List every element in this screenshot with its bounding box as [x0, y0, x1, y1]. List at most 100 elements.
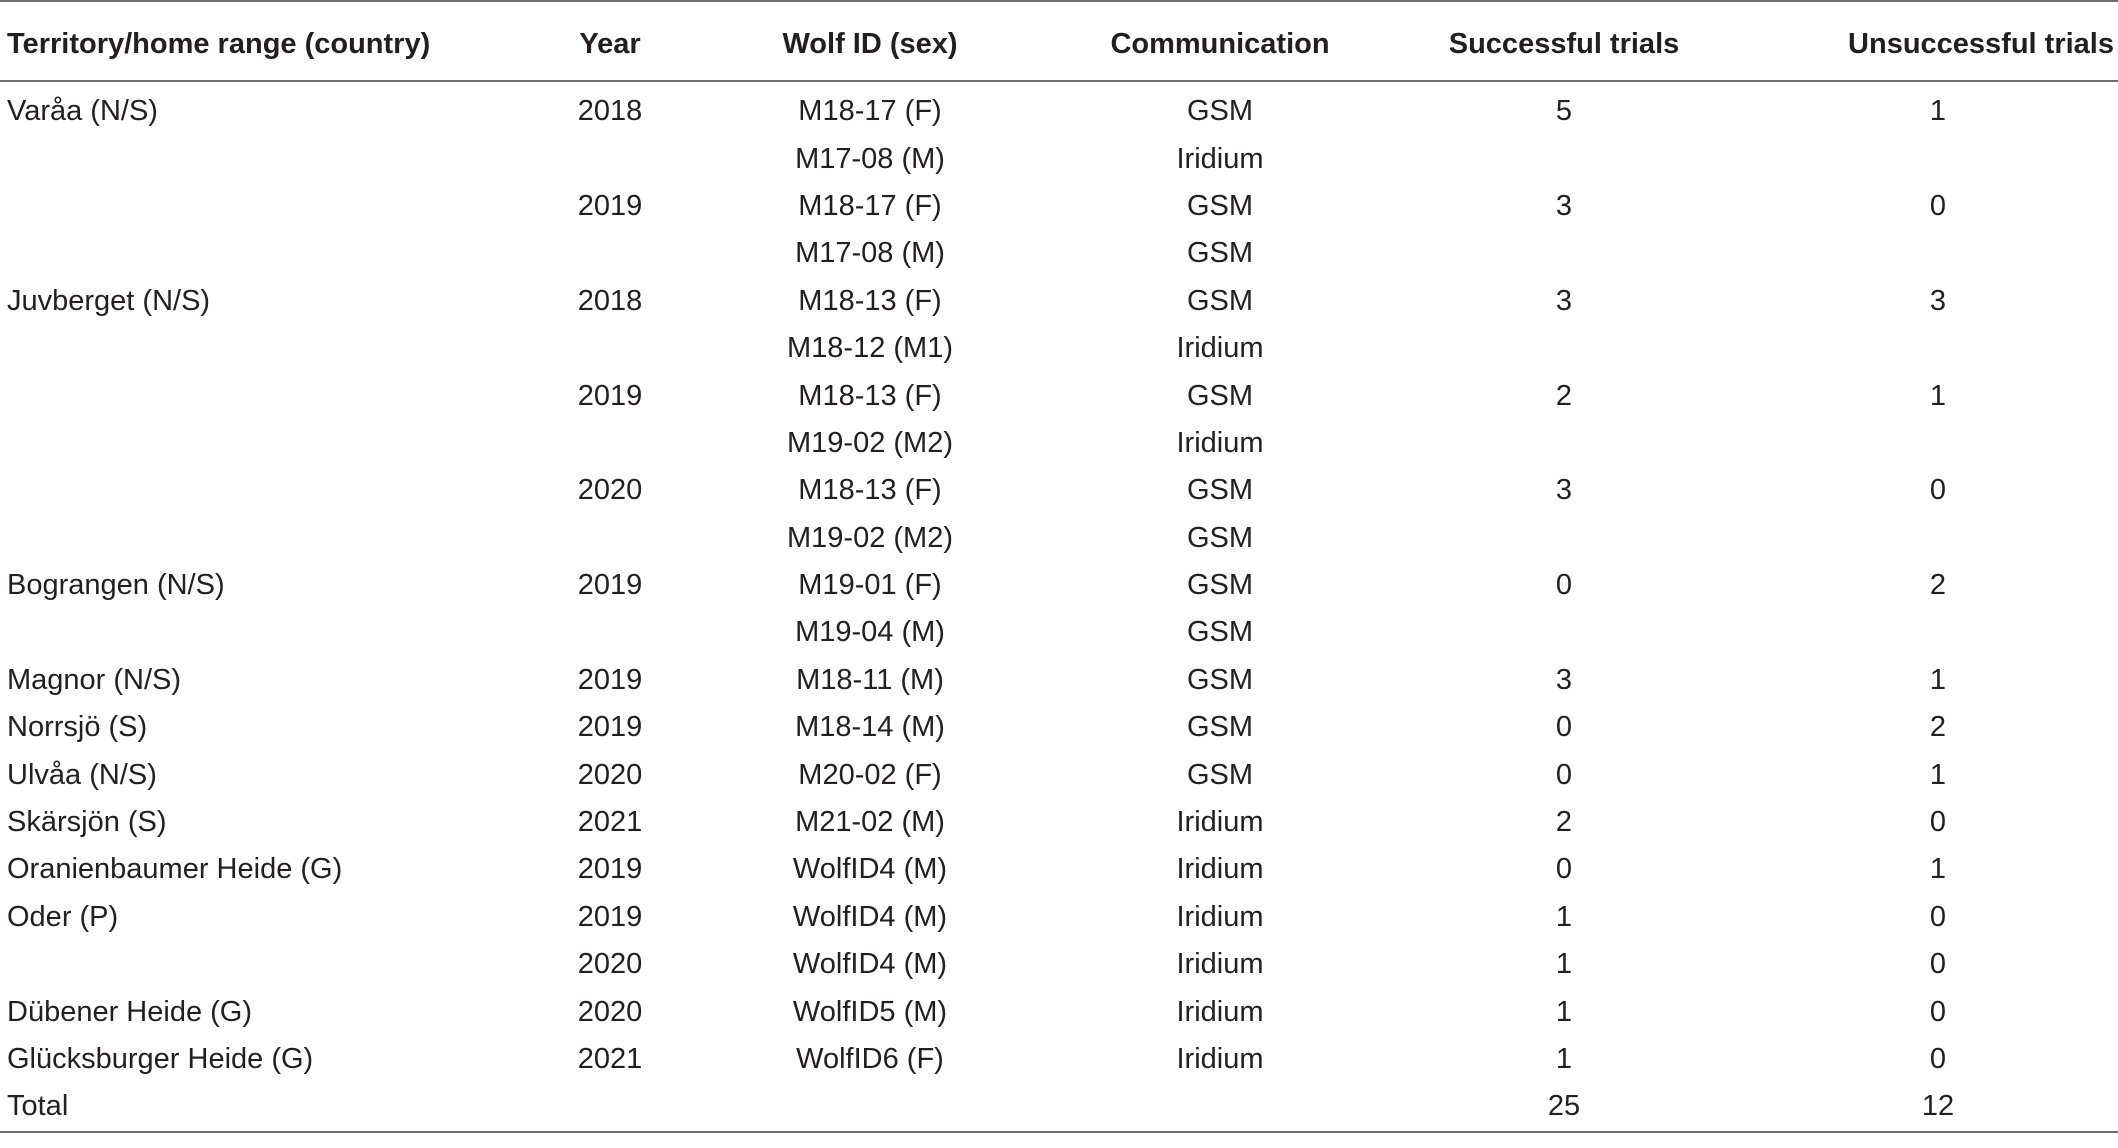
successful-trials-cell: [1370, 515, 1758, 562]
successful-trials-cell: 25: [1370, 1083, 1758, 1133]
year-cell: 2019: [577, 379, 643, 412]
territory-cell: [0, 515, 550, 562]
territory-cell: Juvberget (N/S): [7, 284, 211, 317]
wolf-id-cell: WolfID4 (M): [792, 853, 948, 886]
territory-cell: Bograngen (N/S): [7, 569, 225, 602]
year-cell: 2019: [577, 569, 643, 602]
wolf-id-cell: WolfID4 (M): [792, 900, 948, 933]
successful-trials-cell: 1: [1555, 900, 1573, 933]
table-row: 2019 M18-13 (F) GSM 2 1: [0, 372, 2118, 419]
table-row: M18-12 (M1) Iridium: [0, 325, 2118, 372]
wolf-id-cell: WolfID4 (M): [792, 948, 948, 981]
communication-cell: GSM: [1186, 711, 1254, 744]
territory-cell: Oder (P): [7, 900, 119, 933]
successful-trials-cell: 2: [1555, 379, 1573, 412]
table-row: M19-04 (M) GSM: [0, 609, 2118, 656]
year-cell: 2020: [577, 948, 643, 981]
unsuccessful-trials-cell: [1758, 325, 2118, 372]
year-cell: 2020: [577, 995, 643, 1028]
unsuccessful-trials-cell: 1: [1929, 758, 1947, 791]
successful-trials-cell: 3: [1555, 663, 1573, 696]
communication-cell: GSM: [1186, 95, 1254, 128]
wolf-id-cell: M18-13 (F): [798, 284, 942, 317]
communication-cell: Iridium: [1176, 948, 1264, 981]
year-cell: [550, 230, 670, 277]
year-cell: [550, 1083, 670, 1133]
unsuccessful-trials-cell: 1: [1929, 379, 1947, 412]
successful-trials-cell: [1370, 230, 1758, 277]
wolf-id-cell: M19-02 (M2): [787, 521, 953, 554]
year-cell: 2019: [577, 853, 643, 886]
communication-cell: GSM: [1186, 284, 1254, 317]
table-row: Skärsjön (S) 2021 M21-02 (M) Iridium 2 0: [0, 799, 2118, 846]
table-body: Varåa (N/S) 2018 M18-17 (F) GSM 5 1 M17-08 (M)…: [0, 81, 2118, 1133]
year-cell: 2021: [577, 806, 643, 839]
territory-cell: Glücksburger Heide (G): [7, 1043, 314, 1075]
unsuccessful-trials-cell: 0: [1929, 995, 1947, 1028]
unsuccessful-trials-cell: 1: [1929, 853, 1947, 886]
wolf-id-cell: M20-02 (F): [798, 758, 942, 791]
table-row: Norrsjö (S) 2019 M18-14 (M) GSM 0 2: [0, 704, 2118, 751]
unsuccessful-trials-cell: 2: [1929, 711, 1947, 744]
successful-trials-cell: [1370, 325, 1758, 372]
communication-cell: Iridium: [1176, 995, 1264, 1028]
communication-cell: GSM: [1186, 237, 1254, 270]
wolf-id-cell: M18-12 (M1): [787, 332, 953, 365]
unsuccessful-trials-cell: 3: [1929, 284, 1947, 317]
year-cell: [550, 515, 670, 562]
unsuccessful-trials-cell: 1: [1929, 663, 1947, 696]
wolf-id-cell: M18-14 (M): [795, 711, 945, 744]
successful-trials-cell: 3: [1555, 474, 1573, 507]
successful-trials-cell: 2: [1555, 806, 1573, 839]
communication-cell: Iridium: [1176, 426, 1264, 459]
territory-cell: [0, 372, 550, 419]
year-cell: 2019: [577, 711, 643, 744]
communication-cell: GSM: [1186, 616, 1254, 649]
header-successful-trials: Successful trials: [1370, 0, 1758, 82]
unsuccessful-trials-cell: 0: [1929, 189, 1947, 222]
wolf-id-cell: M21-02 (M): [795, 806, 945, 839]
wolf-id-cell: M17-08 (M): [795, 142, 945, 175]
successful-trials-cell: [1370, 420, 1758, 467]
header-year: Year: [550, 0, 670, 82]
communication-cell: GSM: [1186, 474, 1254, 507]
table-row: Bograngen (N/S) 2019 M19-01 (F) GSM 0 2: [0, 562, 2118, 609]
territory-cell: Norrsjö (S): [7, 711, 148, 744]
year-cell: 2018: [577, 95, 643, 128]
unsuccessful-trials-cell: 0: [1929, 1043, 1947, 1075]
year-cell: 2020: [577, 758, 643, 791]
unsuccessful-trials-cell: [1758, 609, 2118, 656]
table-row: Oder (P) 2019 WolfID4 (M) Iridium 1 0: [0, 894, 2118, 941]
territory-cell: Total: [0, 1083, 550, 1133]
year-cell: 2019: [577, 900, 643, 933]
unsuccessful-trials-cell: 12: [1758, 1083, 2118, 1133]
header-row: Territory/home range (country) Year Wolf…: [0, 0, 2118, 82]
table-row: 2019 M18-17 (F) GSM 3 0: [0, 183, 2118, 230]
year-cell: [550, 420, 670, 467]
year-cell: 2021: [577, 1043, 643, 1075]
successful-trials-cell: 5: [1555, 95, 1573, 128]
successful-trials-cell: 0: [1555, 853, 1573, 886]
successful-trials-cell: 3: [1555, 189, 1573, 222]
communication-cell: Iridium: [1176, 332, 1264, 365]
year-cell: 2019: [577, 663, 643, 696]
territory-cell: [0, 941, 550, 988]
communication-cell: Iridium: [1176, 900, 1264, 933]
communication-cell: [1070, 1083, 1370, 1133]
table-row: Magnor (N/S) 2019 M18-11 (M) GSM 3 1: [0, 657, 2118, 704]
successful-trials-cell: [1370, 609, 1758, 656]
year-cell: [550, 325, 670, 372]
communication-cell: GSM: [1186, 189, 1254, 222]
wolf-id-cell: M17-08 (M): [795, 237, 945, 270]
successful-trials-cell: 0: [1555, 758, 1573, 791]
year-cell: [550, 135, 670, 182]
header-territory: Territory/home range (country): [0, 0, 550, 82]
communication-cell: Iridium: [1176, 806, 1264, 839]
communication-cell: Iridium: [1176, 1043, 1264, 1075]
communication-cell: GSM: [1186, 569, 1254, 602]
wolf-id-cell: M19-01 (F): [798, 569, 942, 602]
territory-cell: [0, 325, 550, 372]
table-row: M19-02 (M2) Iridium: [0, 420, 2118, 467]
